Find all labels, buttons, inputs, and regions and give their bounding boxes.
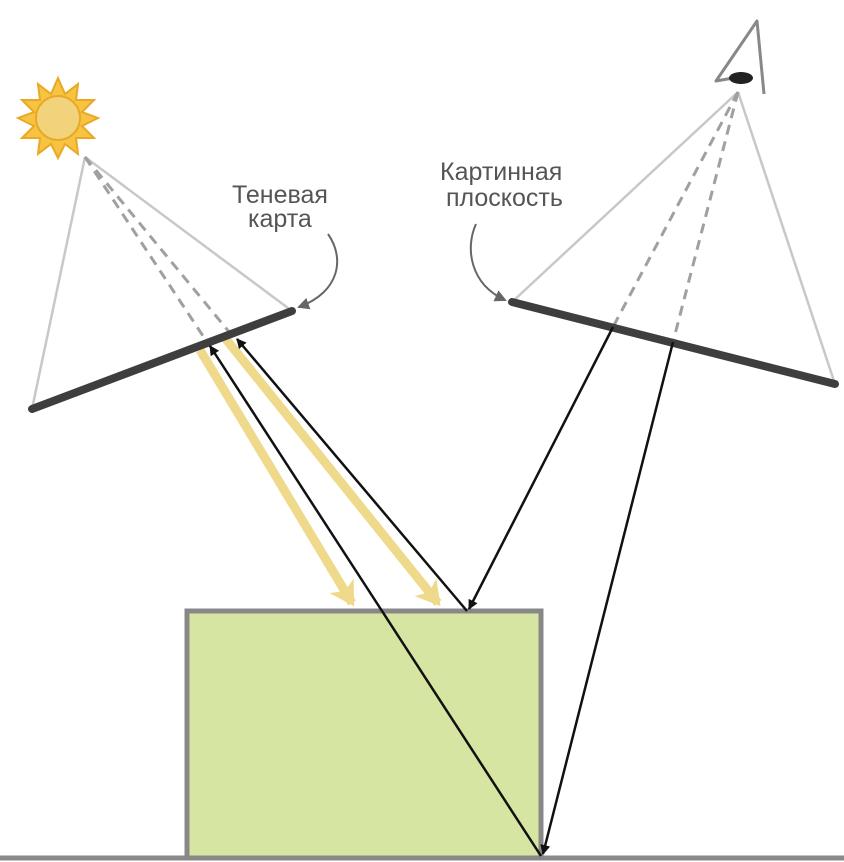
shadow-map-label-arrow <box>297 233 339 310</box>
shadow-map-label-line2: карта <box>248 205 312 233</box>
reprojected-ray-from-ground <box>208 345 543 857</box>
reprojected-ray-from-top <box>236 338 468 612</box>
camera-ray-to-ground <box>540 341 675 855</box>
scene-object <box>184 608 544 861</box>
shadow-map-label-line1: Теневая <box>232 181 328 209</box>
light-beams <box>196 335 442 607</box>
light-frustum <box>30 155 293 410</box>
camera-frustum <box>511 91 837 385</box>
camera-ray-to-top <box>467 326 615 610</box>
eye-icon <box>714 19 766 95</box>
picture-plane-label-line2: плоскость <box>446 184 563 212</box>
picture-plane-label-line1: Картинная <box>440 158 562 186</box>
shadow-map-plane <box>28 307 296 413</box>
sun-icon <box>15 75 101 161</box>
light-beam-left <box>196 347 356 607</box>
picture-plane-label-arrow <box>469 223 507 302</box>
black-rays <box>208 326 675 857</box>
light-beam-right <box>221 335 442 607</box>
